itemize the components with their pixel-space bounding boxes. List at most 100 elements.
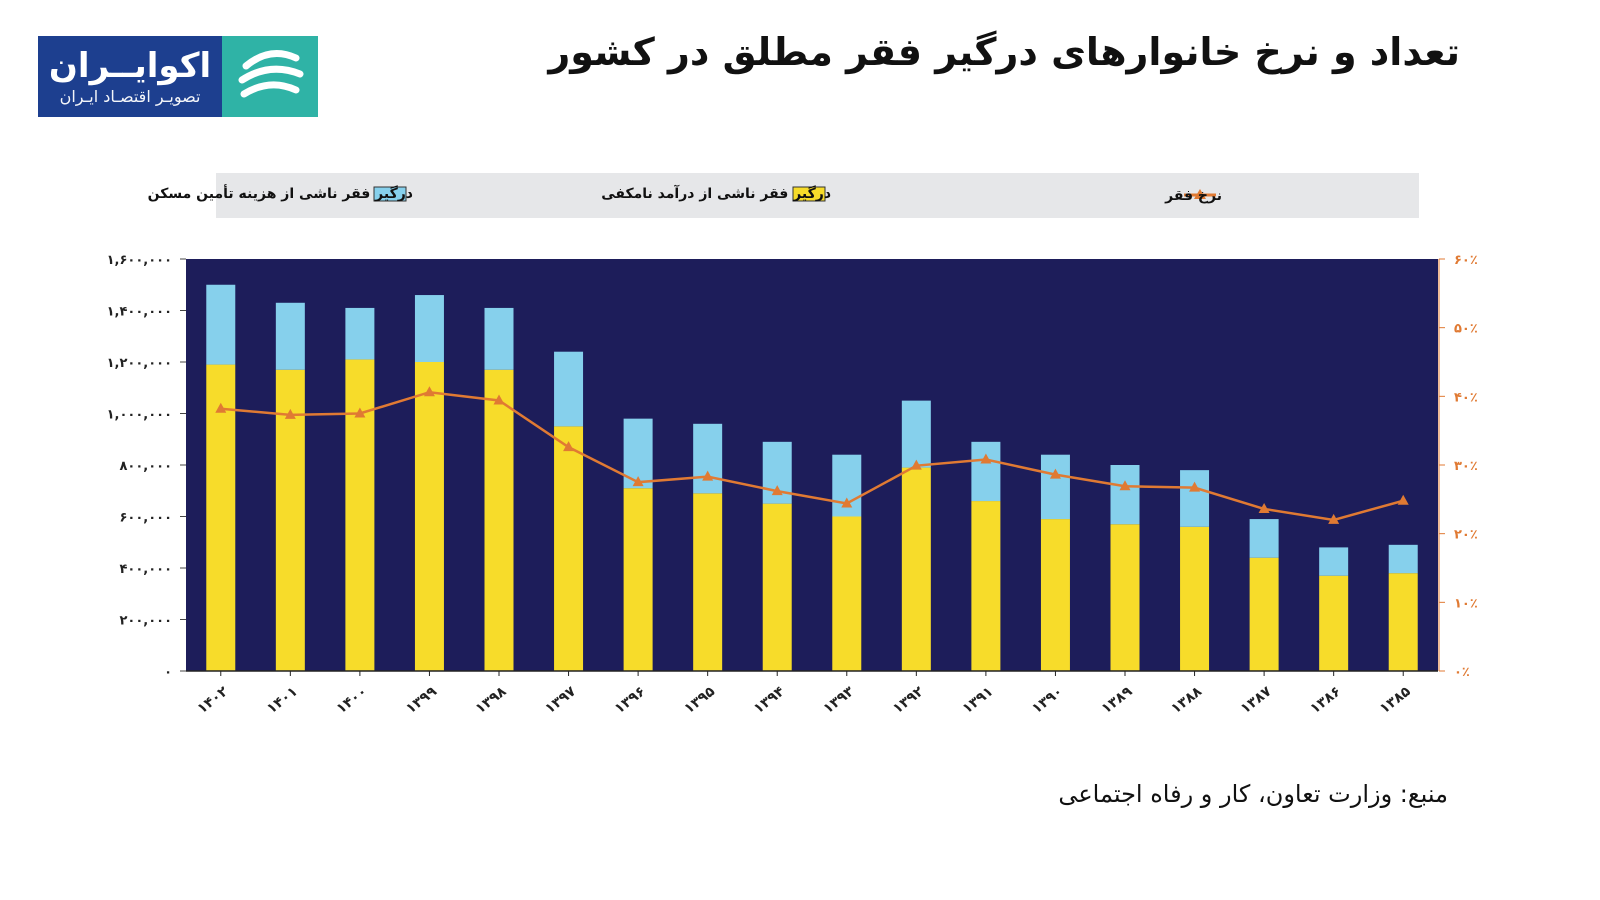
bar-housing: [971, 441, 1001, 502]
bar-income: [693, 493, 723, 671]
x-tick-label: ۱۳۹۰: [1029, 684, 1066, 718]
x-tick-label: ۱۳۸۸: [1168, 683, 1205, 717]
bar-income: [1388, 573, 1418, 671]
bar-housing: [1040, 454, 1070, 520]
source-note: منبع: وزارت تعاون، کار و رفاه اجتماعی: [1058, 780, 1448, 808]
rate-marker: [1258, 502, 1270, 513]
logo-text: اکوایــران تصویـر اقتصـاد ایـران: [38, 36, 222, 117]
rate-line-path: [220, 390, 1404, 522]
x-tick-label: ۱۳۹۹: [403, 683, 440, 717]
y-left-tick-label: ۱,۲۰۰,۰۰۰: [107, 356, 172, 371]
legend-marker-rate: [1194, 189, 1206, 199]
legend-swatch-income: [792, 186, 826, 202]
x-axis: ۱۴۰۲ ۱۴۰۱ ۱۴۰۰ ۱۳۹۹ ۱۳۹۸ ۱۳۹۷ ۱۳۹۶ ۱۳۹۵ ۱۳۹۴ ۱۳۹۳…: [186, 670, 1438, 718]
page-title: تعداد و نرخ خانوارهای درگیر فقر مطلق در …: [548, 30, 1460, 74]
rate-marker: [354, 407, 366, 418]
bar-housing: [484, 307, 514, 370]
y-axis-right: ۰٪ ۱۰٪ ۲۰٪ ۳۰٪ ۴۰٪ ۵۰٪ ۶۰٪: [1438, 253, 1478, 680]
legend-item-housing: درگیر فقر ناشی از هزینه تأمین مسکن: [148, 184, 413, 202]
rate-marker: [1049, 468, 1061, 479]
y-left-tick-label: ۸۰۰,۰۰۰: [119, 459, 172, 474]
x-tick-label: ۱۳۹۷: [542, 683, 579, 717]
y-right-tick-label: ۶۰٪: [1454, 253, 1478, 268]
x-tick-label: ۱۳۹۲: [890, 683, 927, 717]
bar-income: [206, 364, 236, 671]
rate-marker: [980, 453, 992, 464]
x-tick-label: ۱۳۹۴: [751, 683, 788, 717]
bar-income: [554, 426, 584, 671]
legend-label-housing: درگیر فقر ناشی از هزینه تأمین مسکن: [148, 184, 413, 202]
y-left-tick-label: ۲۰۰,۰۰۰: [119, 614, 172, 629]
bar-housing: [1180, 470, 1210, 527]
y-left-tick-label: ۶۰۰,۰۰۰: [119, 511, 172, 526]
y-left-tick-label: ۱,۴۰۰,۰۰۰: [107, 305, 172, 320]
bar-income: [1319, 575, 1349, 671]
bar-housing: [1319, 547, 1349, 576]
y-right-tick-label: ۰٪: [1454, 665, 1470, 680]
y-left-tick-label: ۱,۰۰۰,۰۰۰: [107, 408, 172, 423]
x-tick-label: ۱۳۹۶: [612, 684, 649, 718]
bar-income: [832, 516, 862, 671]
rate-marker: [841, 497, 853, 508]
bar-income: [1040, 519, 1070, 671]
legend-swatch-housing: [373, 186, 407, 202]
bar-housing: [901, 400, 931, 468]
bar-housing: [275, 302, 305, 370]
x-tick-label: ۱۳۹۱: [960, 684, 997, 718]
bar-housing: [693, 423, 723, 494]
x-tick-label: ۱۴۰۲: [194, 683, 231, 717]
x-tick-label: ۱۳۸۷: [1238, 683, 1275, 717]
bar-housing: [554, 351, 584, 427]
rate-marker: [1119, 480, 1131, 491]
bar-income: [1249, 557, 1279, 671]
logo: اکوایــران تصویـر اقتصـاد ایـران: [38, 36, 318, 117]
x-tick-label: ۱۳۹۵: [681, 683, 718, 717]
y-axis-left: ۰ ۲۰۰,۰۰۰ ۴۰۰,۰۰۰ ۶۰۰,۰۰۰ ۸۰۰,۰۰۰ ۱,۰۰۰,۰۰۰ ۱,…: [107, 253, 186, 680]
rate-marker: [423, 386, 435, 397]
bar-income: [1180, 526, 1210, 671]
legend-label-income: درگیر فقر ناشی از درآمد نامکفی: [601, 184, 831, 202]
bar-housing: [206, 284, 236, 365]
rate-marker: [702, 470, 714, 481]
rate-marker: [215, 402, 227, 413]
bar-income: [484, 369, 514, 671]
x-tick-label: ۱۳۹۸: [473, 683, 510, 717]
legend-label-rate: نرخ فقر: [1164, 188, 1222, 204]
rate-marker: [1328, 513, 1340, 524]
bar-housing: [1388, 544, 1418, 574]
rate-marker: [910, 459, 922, 470]
rate-marker: [771, 485, 783, 496]
rate-marker: [1189, 481, 1201, 492]
rate-marker: [284, 408, 296, 419]
y-left-tick-label: ۰: [164, 665, 172, 680]
x-tick-label: ۱۳۸۶: [1307, 684, 1344, 718]
rate-marker: [1397, 494, 1409, 505]
bar-income: [623, 488, 653, 671]
y-right-tick-label: ۱۰٪: [1454, 596, 1478, 611]
bar-housing: [1110, 465, 1140, 525]
bar-income: [901, 467, 931, 671]
legend-item-rate: نرخ فقر: [1164, 188, 1222, 204]
logo-name: اکوایــران: [48, 45, 212, 86]
bar-income: [345, 359, 375, 671]
x-tick-label: ۱۳۸۵: [1377, 683, 1414, 717]
bar-income: [762, 503, 792, 671]
y-right-tick-label: ۲۰٪: [1454, 528, 1478, 543]
bar-income: [275, 369, 305, 671]
y-left-tick-label: ۴۰۰,۰۰۰: [119, 562, 172, 577]
bar-income: [1110, 524, 1140, 671]
x-tick-label: ۱۴۰۱: [264, 684, 301, 718]
bar-housing: [414, 295, 444, 362]
rate-marker: [632, 476, 644, 487]
y-left-tick-label: ۱,۶۰۰,۰۰۰: [107, 253, 172, 268]
logo-mark-icon: [222, 36, 318, 117]
logo-tagline: تصویـر اقتصـاد ایـران: [59, 86, 201, 106]
rate-line: [215, 386, 1409, 524]
bar-housing: [345, 307, 375, 360]
legend-item-income: درگیر فقر ناشی از درآمد نامکفی: [601, 184, 831, 202]
bar-housing: [1249, 519, 1279, 558]
y-right-tick-label: ۵۰٪: [1454, 322, 1478, 337]
bar-income: [414, 362, 444, 671]
bar-income: [971, 501, 1001, 671]
